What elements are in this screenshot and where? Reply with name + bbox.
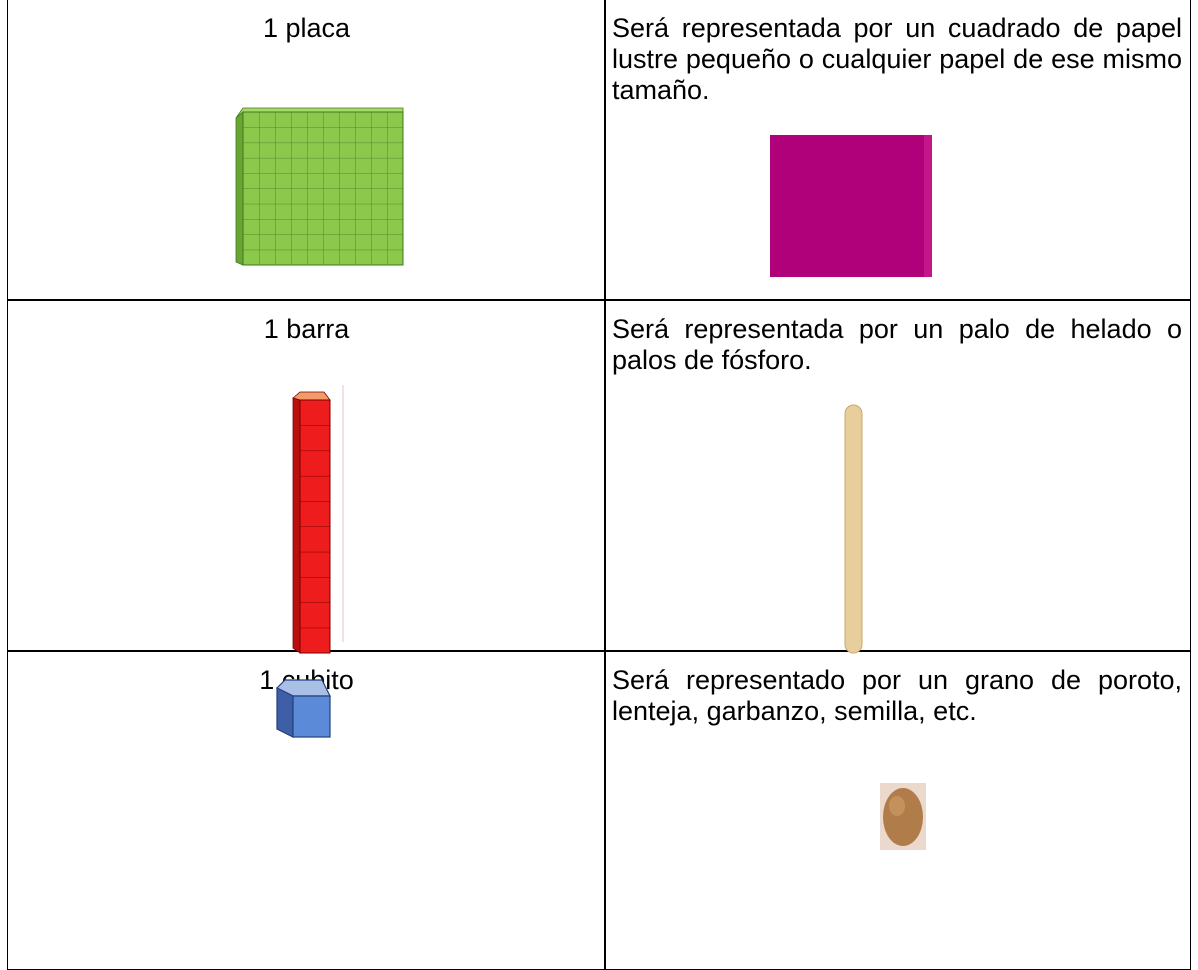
cubito-illustration [275, 679, 331, 738]
bean [883, 788, 923, 846]
cell: Será representado por un grano de poroto… [604, 650, 1191, 970]
bean-highlight [889, 796, 905, 816]
row-description: Será representado por un grano de poroto… [612, 665, 1182, 726]
cell: Será representada por un palo de helado … [604, 299, 1191, 652]
paper-edge [924, 135, 932, 277]
row-label: 1 placa [262, 13, 351, 43]
row-description: Será representada por un cuadrado de pap… [612, 13, 1182, 105]
cell: Será representada por un cuadrado de pap… [604, 0, 1191, 301]
cell: 1 placa [7, 0, 606, 301]
row-description: Será representada por un palo de helado … [612, 314, 1182, 375]
paper-square [770, 135, 932, 277]
placa-illustration [235, 107, 404, 266]
barra-illustration [292, 385, 344, 654]
row-label: 1 barra [263, 314, 350, 344]
popsicle-stick [844, 404, 863, 654]
